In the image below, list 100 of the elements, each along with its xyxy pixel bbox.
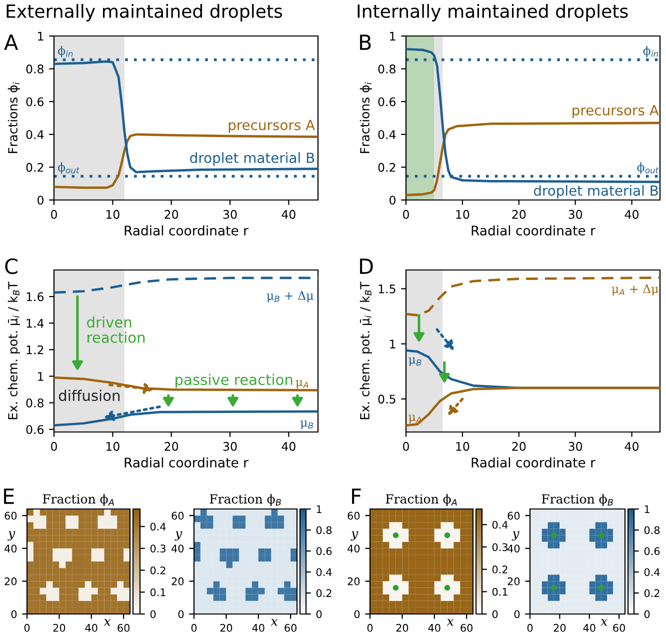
x-axis-title: x [446,619,454,626]
y-axis-title: y [174,531,182,540]
color-bar-label: 0.4 [150,522,166,531]
y-tick-label: 60 [508,512,520,520]
color-bar-label: 0.2 [492,566,508,574]
x-tick-label: 40 [624,442,639,451]
x-tick-label: 0 [191,624,197,632]
annotation: diffusion [58,390,120,402]
chart-title: Externally maintained droplets [6,4,282,22]
x-tick-label: 0 [367,624,373,632]
x-axis-title: Radial coordinate r [124,225,248,236]
y-tick-label: 1.4 [26,318,44,328]
y-axis-title: y [350,531,358,540]
y-tick-label: 0.4 [378,130,396,140]
x-tick-label: 40 [282,210,296,219]
y-axis-title: Fractions ϕ$_{i}$ [360,82,372,154]
y-tick-label: 1 [390,32,396,40]
y-tick-label: 1.5 [378,284,396,294]
ref-line-label: ϕ$_{in}$ [58,46,73,58]
x-tick-label: 30 [223,210,237,219]
x-axis-title: x [600,619,608,626]
line-series [54,60,318,174]
chart-title: Fraction ϕ$_{A}$ [42,494,114,506]
annotation: passive reaction [176,374,292,388]
x-tick-label: 20 [554,624,566,632]
y-tick-label: 60 [348,512,360,520]
annotation: driven reaction [87,316,145,343]
x-tick-label: 40 [252,624,264,632]
series-label: precursors A [572,105,659,118]
x-tick-label: 0 [403,442,409,451]
x-tick-label: 0 [51,210,57,219]
chart-title: Fraction ϕ$_{A}$ [386,494,457,506]
color-bar-label: 0.6 [644,547,660,556]
y-tick-label: 0 [38,196,44,205]
y-tick-label: 0 [354,610,360,618]
x-tick-label: 60 [284,624,296,632]
x-tick-label: 0 [527,624,533,632]
series-label: μ$_{B}$ [408,357,422,366]
y-tick-label: 0.8 [26,398,44,408]
text: F [352,488,361,504]
y-tick-label: 1 [390,340,396,348]
x-axis-title: x [104,619,111,626]
y-tick-label: 0.6 [26,97,44,106]
x-axis-title: Radial coordinate r [472,457,596,468]
y-tick-label: 40 [508,544,520,552]
chart-title: Fraction ϕ$_{B}$ [210,494,281,506]
line-series [406,48,660,184]
y-tick-label: 0 [178,610,184,618]
x-tick-label: 20 [53,624,66,632]
color-bar-label: 0 [316,610,322,618]
x-axis-title: Radial coordinate r [124,457,248,468]
y-tick-label: 0.6 [378,97,396,106]
series-label: μ$_{A}$ + Δμ [612,284,658,296]
x-tick-label: 20 [220,624,232,632]
y-tick-label: 0.8 [378,64,396,74]
y-axis-title: y [512,531,520,540]
y-tick-label: 0.2 [26,162,44,172]
series-label: μ$_{B}$ + Δμ [266,291,314,302]
text: C [5,258,18,274]
y-tick-label: 0.5 [378,394,396,404]
y-axis-title: y [8,531,16,540]
y-tick-label: 0 [390,196,396,205]
y-tick-label: 60 [172,512,184,520]
x-tick-label: 40 [428,624,440,632]
y-tick-label: 20 [348,577,360,586]
color-bar-label: 0 [150,610,156,618]
x-tick-label: 60 [460,624,472,632]
line-series [406,122,660,196]
x-tick-label: 30 [568,442,582,451]
series-label: droplet material B [534,185,658,199]
color-bar-label: 0.6 [316,547,332,556]
series-label: precursors A [228,120,315,133]
y-axis-title: Ex. chem. pot. μ̄$_{i}$ / k$_{B}$T [8,282,20,420]
y-tick-label: 0 [11,610,17,618]
y-tick-label: 1 [38,32,44,40]
x-tick-label: 0 [51,442,57,451]
x-tick-label: 10 [456,442,470,451]
x-tick-label: 10 [106,442,120,451]
color-bar-label: 0.2 [316,589,332,598]
x-tick-label: 40 [85,624,98,632]
chart-title: Internally maintained droplets [358,4,628,22]
y-tick-label: 0.2 [378,162,396,172]
series-label: μ$_{B}$ [300,420,314,430]
y-tick-label: 20 [508,577,520,586]
color-bar-label: 1 [316,505,322,513]
color-bar-label: 0.4 [316,568,332,576]
y-tick-label: 0.6 [26,425,44,434]
color-bar-label: 0.2 [644,589,660,598]
x-axis-title: x [270,619,278,626]
x-tick-label: 60 [613,624,625,632]
color-bar-label: 0.4 [492,520,508,529]
y-tick-label: 1.6 [26,292,44,302]
color-bar-label: 0.3 [492,543,508,552]
series-label: μ$_{A}$ [296,380,308,389]
y-tick-label: 0 [514,610,520,618]
text: D [360,258,373,274]
x-tick-label: 10 [456,210,470,219]
y-tick-label: 0.8 [26,64,44,74]
x-tick-label: 10 [106,210,120,219]
text: B [360,34,371,50]
